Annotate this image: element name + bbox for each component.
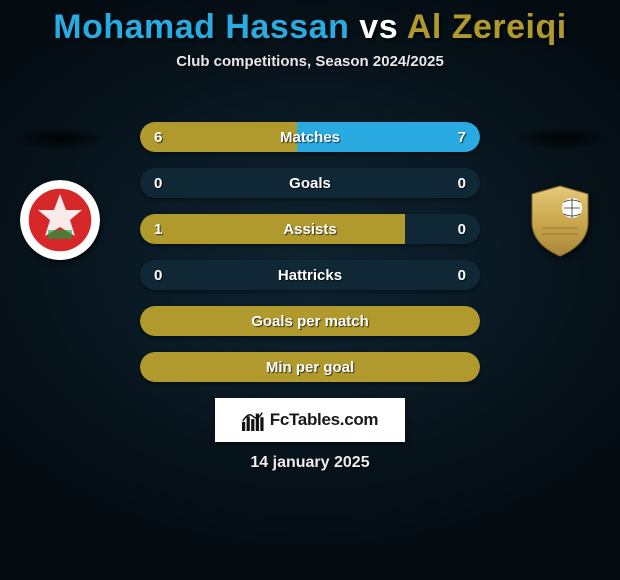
date-text: 14 january 2025 xyxy=(0,454,620,472)
infographic-content: Mohamad Hassan vs Al Zereiqi Club compet… xyxy=(0,0,620,580)
stat-label: Assists xyxy=(140,214,480,244)
stat-label: Matches xyxy=(140,122,480,152)
stat-label: Goals xyxy=(140,168,480,198)
club-badge-right xyxy=(520,180,600,260)
stat-row: 10Assists xyxy=(140,214,480,244)
stat-label: Hattricks xyxy=(140,260,480,290)
branding-box: FcTables.com xyxy=(215,398,405,442)
vs-text: vs xyxy=(349,8,406,46)
badge-shadow-right xyxy=(513,128,608,150)
branding-text: FcTables.com xyxy=(270,410,379,430)
stat-row: 67Matches xyxy=(140,122,480,152)
badge-shadow-left xyxy=(12,128,107,150)
stat-label: Min per goal xyxy=(140,352,480,382)
page-title: Mohamad Hassan vs Al Zereiqi xyxy=(0,0,620,47)
stat-row: 00Goals xyxy=(140,168,480,198)
stat-row: Goals per match xyxy=(140,306,480,336)
stat-row: Min per goal xyxy=(140,352,480,382)
player2-name: Al Zereiqi xyxy=(407,8,567,46)
player1-name: Mohamad Hassan xyxy=(53,8,349,46)
club-badge-left xyxy=(20,180,100,260)
fctables-logo-icon xyxy=(242,409,264,431)
stat-bars: 67Matches 00Goals 10Assists 00Hattricks Goal… xyxy=(140,122,480,398)
stat-row: 00Hattricks xyxy=(140,260,480,290)
stat-label: Goals per match xyxy=(140,306,480,336)
subtitle: Club competitions, Season 2024/2025 xyxy=(0,53,620,70)
